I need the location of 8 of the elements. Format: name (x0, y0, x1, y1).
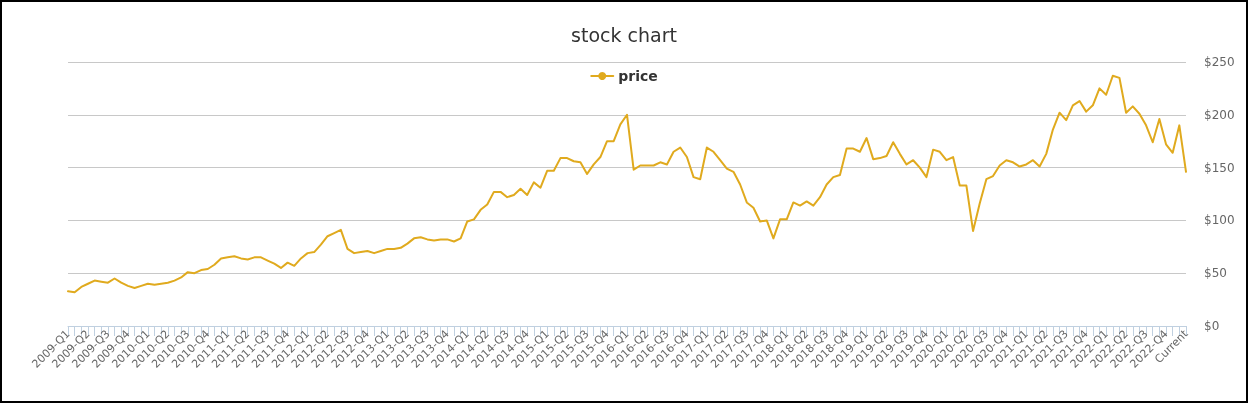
y-tick-label: $50 (1204, 266, 1227, 281)
y-tick-label: $150 (1204, 160, 1235, 175)
y-tick-label: $100 (1204, 213, 1235, 228)
y-tick-label: $200 (1204, 107, 1235, 122)
chart-title: stock chart (571, 23, 677, 46)
legend-label: price (618, 68, 658, 84)
y-tick-label: $250 (1204, 55, 1235, 69)
y-tick-label: $0 (1204, 319, 1220, 333)
